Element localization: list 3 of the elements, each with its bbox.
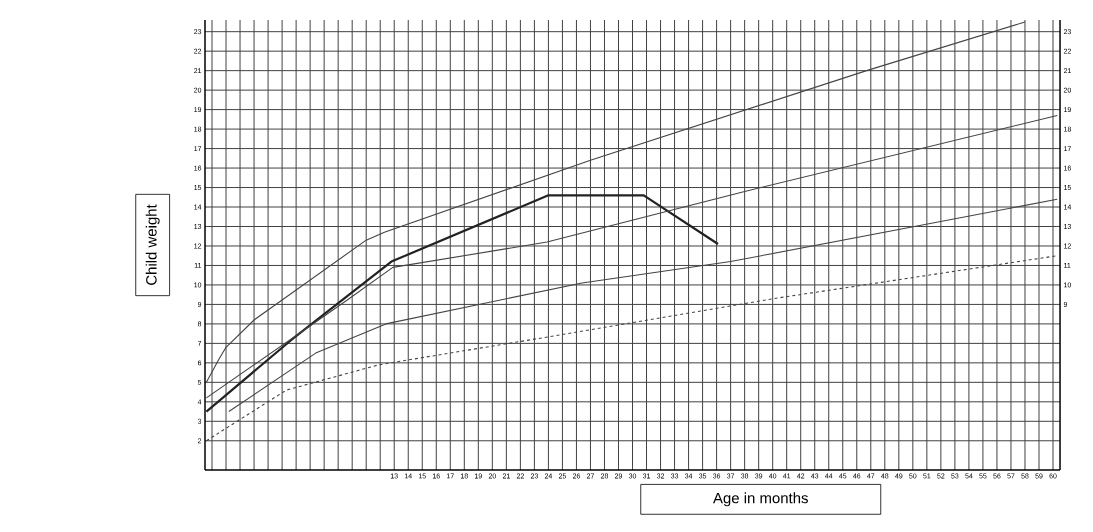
x-axis-title: Age in months (713, 492, 808, 507)
line-series (205, 194, 720, 413)
y-axis-title: Child weight (145, 204, 160, 285)
